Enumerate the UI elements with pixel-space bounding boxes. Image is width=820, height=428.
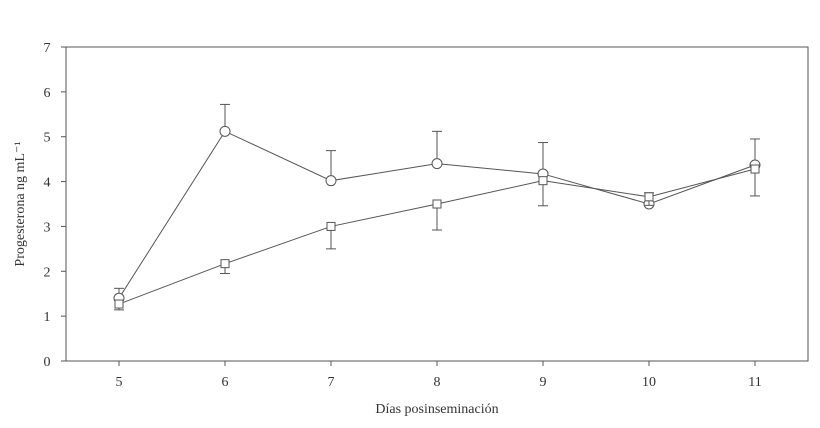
y-tick-label: 4: [44, 176, 51, 191]
x-tick-label: 6: [222, 375, 229, 390]
y-tick-label: 2: [44, 265, 51, 280]
data-point-circle: [325, 175, 337, 187]
y-axis-title: Progesterona ng mL⁻¹: [13, 141, 28, 266]
y-tick-label: 5: [44, 131, 51, 146]
data-point-square: [538, 176, 548, 186]
axes: 0 1 2 3 4 5 6 7 5 6 7 8 9 10 11: [44, 41, 809, 390]
data-point-square: [326, 221, 336, 231]
x-tick-label: 9: [540, 375, 547, 390]
x-tick-label: 10: [642, 375, 656, 390]
x-axis-title: Días posinseminación: [375, 402, 498, 417]
series-2-line: [118, 168, 756, 305]
data-point-square: [220, 259, 230, 269]
data-point-square: [114, 299, 124, 309]
x-tick-label: 5: [116, 375, 123, 390]
y-tick-label: 7: [44, 41, 51, 56]
x-tick-label: 7: [328, 375, 335, 390]
data-point-circle: [431, 158, 443, 170]
series-2: [114, 164, 760, 311]
x-tick-label: 8: [434, 375, 441, 390]
data-point-square: [644, 192, 654, 202]
y-tick-label: 1: [44, 310, 51, 325]
y-tick-label: 0: [44, 355, 51, 370]
data-point-square: [432, 199, 442, 209]
data-point-circle: [219, 125, 231, 137]
x-tick-label: 11: [748, 375, 761, 390]
data-point-square: [750, 164, 760, 174]
series-layer: [113, 103, 761, 311]
y-tick-label: 3: [44, 220, 51, 235]
y-tick-label: 6: [44, 86, 51, 101]
